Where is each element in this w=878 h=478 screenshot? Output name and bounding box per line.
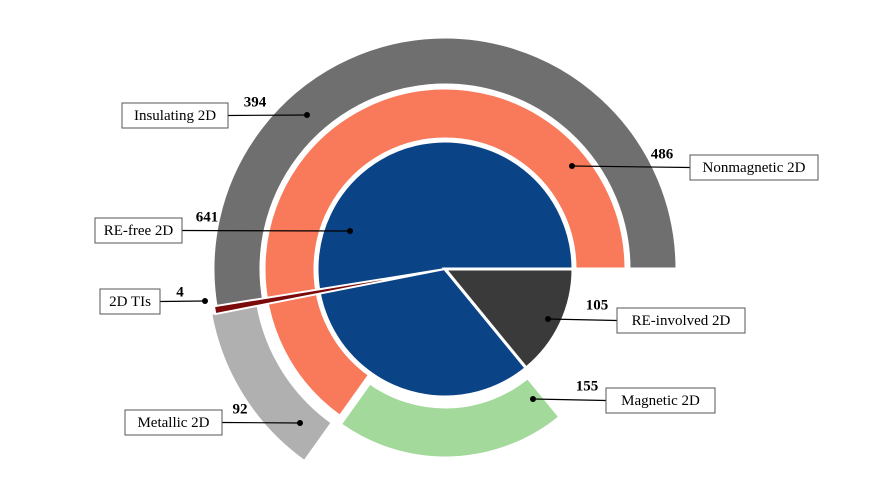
category-label: 2D TIs — [109, 294, 151, 310]
value-label: 394 — [244, 94, 267, 110]
label-box — [121, 102, 229, 129]
highlight-segment — [212, 268, 446, 316]
value-label: 641 — [196, 209, 219, 225]
category-label: RE-involved 2D — [632, 313, 731, 329]
leader-dot — [202, 298, 208, 304]
leader-dot — [297, 420, 303, 426]
leader-dot — [304, 112, 310, 118]
value-label: 486 — [651, 146, 674, 162]
middle-segment — [338, 375, 563, 460]
leader-dot — [569, 163, 575, 169]
leader-dot — [530, 396, 536, 402]
category-label: Magnetic 2D — [621, 393, 700, 409]
category-label: Metallic 2D — [137, 415, 209, 431]
value-label: 155 — [576, 378, 599, 394]
leader-dot — [347, 228, 353, 234]
outer-segment — [211, 35, 679, 312]
value-label: 92 — [233, 401, 248, 417]
category-label: RE-free 2D — [104, 223, 174, 239]
label-box — [616, 307, 746, 334]
value-label: 105 — [586, 297, 609, 313]
leader-line — [221, 421, 301, 424]
inner-segment — [441, 267, 575, 371]
category-label: Nonmagnetic 2D — [703, 160, 806, 176]
label-box — [605, 387, 716, 414]
value-label: 4 — [176, 284, 184, 300]
label-box — [124, 409, 223, 436]
leader-line — [181, 229, 351, 232]
leader-line — [227, 114, 308, 117]
leader-line — [159, 300, 206, 303]
leader-dot — [545, 316, 551, 322]
category-label: Insulating 2D — [134, 108, 216, 124]
leader-line — [571, 165, 691, 169]
label-box — [94, 217, 183, 244]
leader-line — [532, 398, 607, 402]
leader-line — [547, 318, 618, 322]
label-box — [689, 154, 819, 181]
middle-segment — [262, 86, 628, 419]
label-box — [99, 288, 161, 315]
